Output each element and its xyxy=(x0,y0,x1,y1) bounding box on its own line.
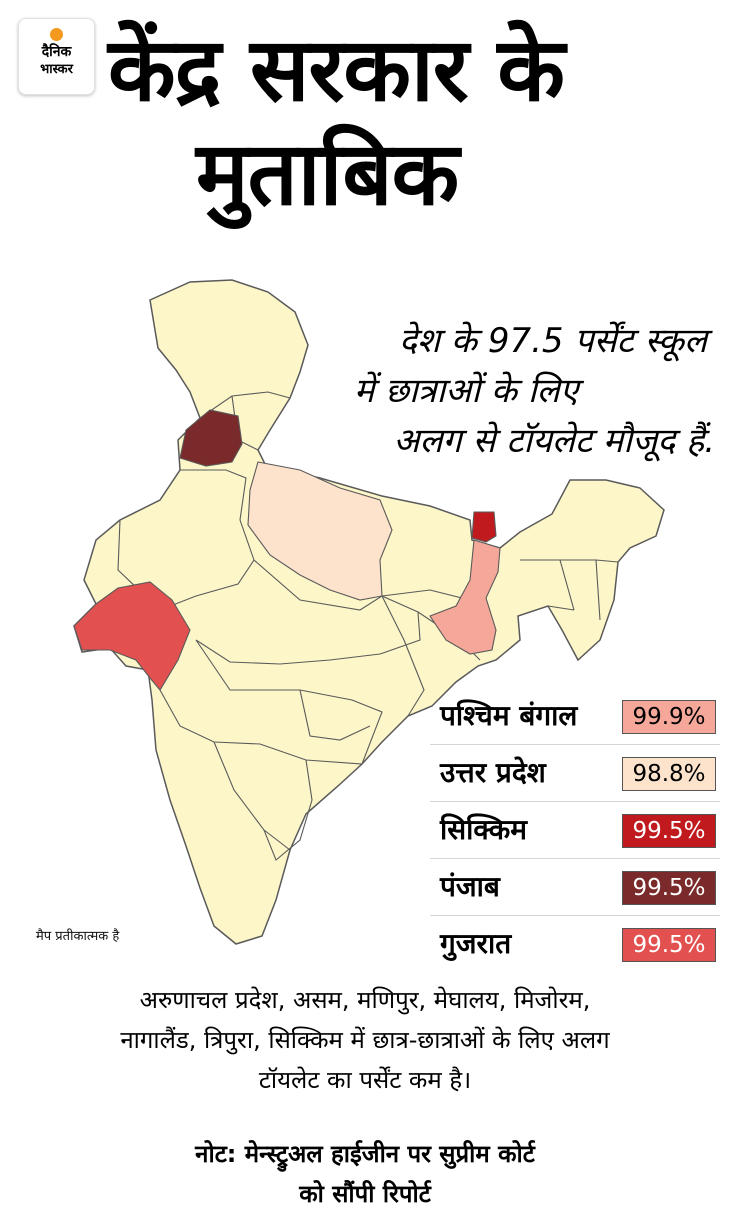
border-jk-hp xyxy=(199,391,291,419)
legend-row: पंजाब 99.5% xyxy=(430,859,720,916)
state-borders xyxy=(117,391,619,861)
border-ne-states xyxy=(520,559,619,621)
note-line-2: को सौंपी रिपोर्ट xyxy=(299,1180,431,1208)
bottom-text: अरुणाचल प्रदेश, असम, मणिपुर, मेघालय, मिज… xyxy=(20,980,710,1100)
legend-state-name: उत्तर प्रदेश xyxy=(440,756,546,789)
title-line-2: मुताबिक xyxy=(196,122,459,225)
logo-line-2: भास्कर xyxy=(40,62,73,77)
callout-line-2: में छात्राओं के लिए xyxy=(354,371,579,411)
note-line-1: नोट: मेन्स्ट्रुअल हाईजीन पर सुप्रीम कोर्… xyxy=(195,1140,535,1168)
legend-row: पश्चिम बंगाल 99.9% xyxy=(430,688,720,745)
state-legend: पश्चिम बंगाल 99.9% उत्तर प्रदेश 98.8% सि… xyxy=(430,688,720,972)
headline-callout: देश के 97.5 पर्सेंट स्कूल में छात्राओं क… xyxy=(340,316,715,466)
legend-value-box: 99.9% xyxy=(622,700,716,734)
state-west-bengal xyxy=(429,539,501,655)
state-uttar-pradesh xyxy=(247,461,393,601)
border-mp xyxy=(195,559,421,665)
bottom-line-3: टॉयलेट का पर्सेंट कम है। xyxy=(258,1066,472,1094)
border-chhattisgarh xyxy=(381,595,425,717)
title-line-1: केंद्र सरकार के xyxy=(108,18,565,121)
bottom-line-1: अरुणाचल प्रदेश, असम, मणिपुर, मेघालय, मिज… xyxy=(139,986,591,1014)
logo-line-1: दैनिक xyxy=(41,44,72,60)
legend-value-box: 99.5% xyxy=(622,814,716,848)
legend-row: सिक्किम 99.5% xyxy=(430,802,720,859)
legend-value-box: 98.8% xyxy=(622,757,716,791)
state-punjab xyxy=(179,409,243,467)
bottom-line-2: नागालैंड, त्रिपुरा, सिक्किम में छात्र-छा… xyxy=(120,1026,610,1054)
border-tn xyxy=(263,829,291,851)
state-gujarat xyxy=(73,581,191,691)
legend-state-name: पंजाब xyxy=(440,870,500,903)
legend-state-name: सिक्किम xyxy=(440,813,527,846)
legend-row: गुजरात 99.5% xyxy=(430,916,720,972)
dainik-bhaskar-logo: दैनिक भास्कर xyxy=(18,18,95,95)
sun-icon xyxy=(50,28,63,41)
legend-state-name: गुजरात xyxy=(440,927,512,960)
source-note: नोट: मेन्स्ट्रुअल हाईजीन पर सुप्रीम कोर्… xyxy=(20,1134,710,1214)
legend-value-box: 99.5% xyxy=(622,928,716,962)
border-telangana xyxy=(299,689,371,741)
map-disclaimer: मैप प्रतीकात्मक है xyxy=(36,929,120,944)
legend-row: उत्तर प्रदेश 98.8% xyxy=(430,745,720,802)
india-map xyxy=(73,279,665,945)
legend-value-box: 99.5% xyxy=(622,871,716,905)
border-karnataka xyxy=(213,741,313,861)
callout-line-3: अलग से टॉयलेट मौजूद हैं. xyxy=(393,421,715,461)
highlighted-states xyxy=(73,409,501,691)
callout-line-1: देश के 97.5 पर्सेंट स्कूल xyxy=(398,321,707,361)
legend-state-name: पश्चिम बंगाल xyxy=(440,699,578,732)
border-maharashtra xyxy=(159,639,383,765)
page-title: केंद्र सरकार के मुताबिक xyxy=(108,18,712,226)
state-sikkim xyxy=(471,511,497,543)
